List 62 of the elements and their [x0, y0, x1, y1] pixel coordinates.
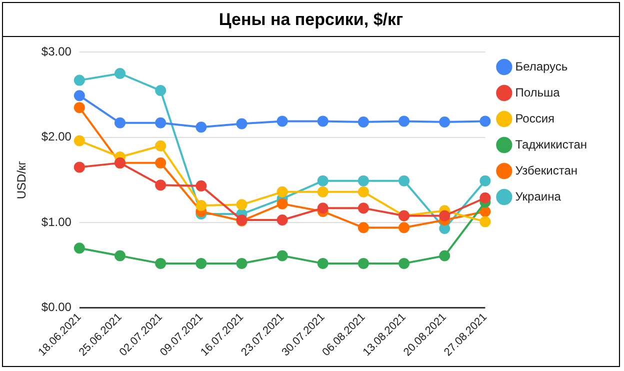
point — [317, 186, 328, 198]
point — [74, 135, 85, 146]
y-axis-title: USD/кг — [14, 160, 29, 200]
y-tick-label: $0.00 — [41, 300, 72, 314]
point — [155, 180, 166, 191]
point — [196, 122, 207, 133]
point — [317, 175, 328, 186]
point — [358, 175, 369, 186]
point — [398, 116, 410, 127]
point — [196, 180, 207, 192]
y-tick-label: $1.00 — [41, 214, 72, 229]
point — [317, 116, 328, 127]
point — [358, 186, 369, 198]
point — [439, 250, 450, 262]
point — [236, 199, 248, 210]
point — [114, 250, 126, 262]
legend-label: Узбекистан — [515, 163, 578, 178]
point — [480, 206, 491, 217]
point — [276, 198, 288, 210]
point — [155, 140, 166, 152]
point — [236, 118, 248, 130]
point — [398, 222, 410, 234]
point — [480, 192, 491, 204]
point — [480, 216, 491, 228]
legend-label: Украина — [515, 189, 562, 204]
chart-title: Цены на персики, $/кг — [3, 3, 619, 37]
point — [155, 258, 166, 269]
point — [74, 74, 85, 86]
point — [155, 157, 166, 168]
point — [317, 202, 328, 214]
point — [74, 242, 85, 254]
point — [74, 90, 85, 102]
legend-label: Беларусь — [515, 59, 568, 74]
point — [114, 68, 126, 79]
point — [398, 258, 410, 269]
point — [114, 117, 126, 128]
point — [358, 222, 369, 234]
point — [276, 250, 288, 262]
point — [276, 116, 288, 127]
point — [358, 258, 369, 269]
point — [276, 214, 288, 226]
point — [480, 175, 491, 186]
point — [480, 116, 491, 127]
point — [317, 258, 328, 269]
point — [196, 200, 207, 212]
point — [196, 258, 207, 269]
point — [74, 102, 85, 114]
point — [358, 202, 369, 214]
point — [155, 85, 166, 96]
point — [439, 116, 450, 128]
point — [155, 117, 166, 128]
legend-label: Таджикистан — [515, 137, 587, 152]
y-tick-label: $2.00 — [41, 130, 72, 144]
legend-label: Россия — [515, 111, 555, 126]
legend-label: Польша — [515, 85, 560, 100]
point — [74, 162, 85, 173]
point — [236, 258, 248, 269]
point — [358, 116, 369, 128]
y-tick-label: $3.00 — [41, 44, 72, 59]
point — [439, 210, 450, 222]
point — [398, 175, 410, 186]
point — [276, 186, 288, 198]
